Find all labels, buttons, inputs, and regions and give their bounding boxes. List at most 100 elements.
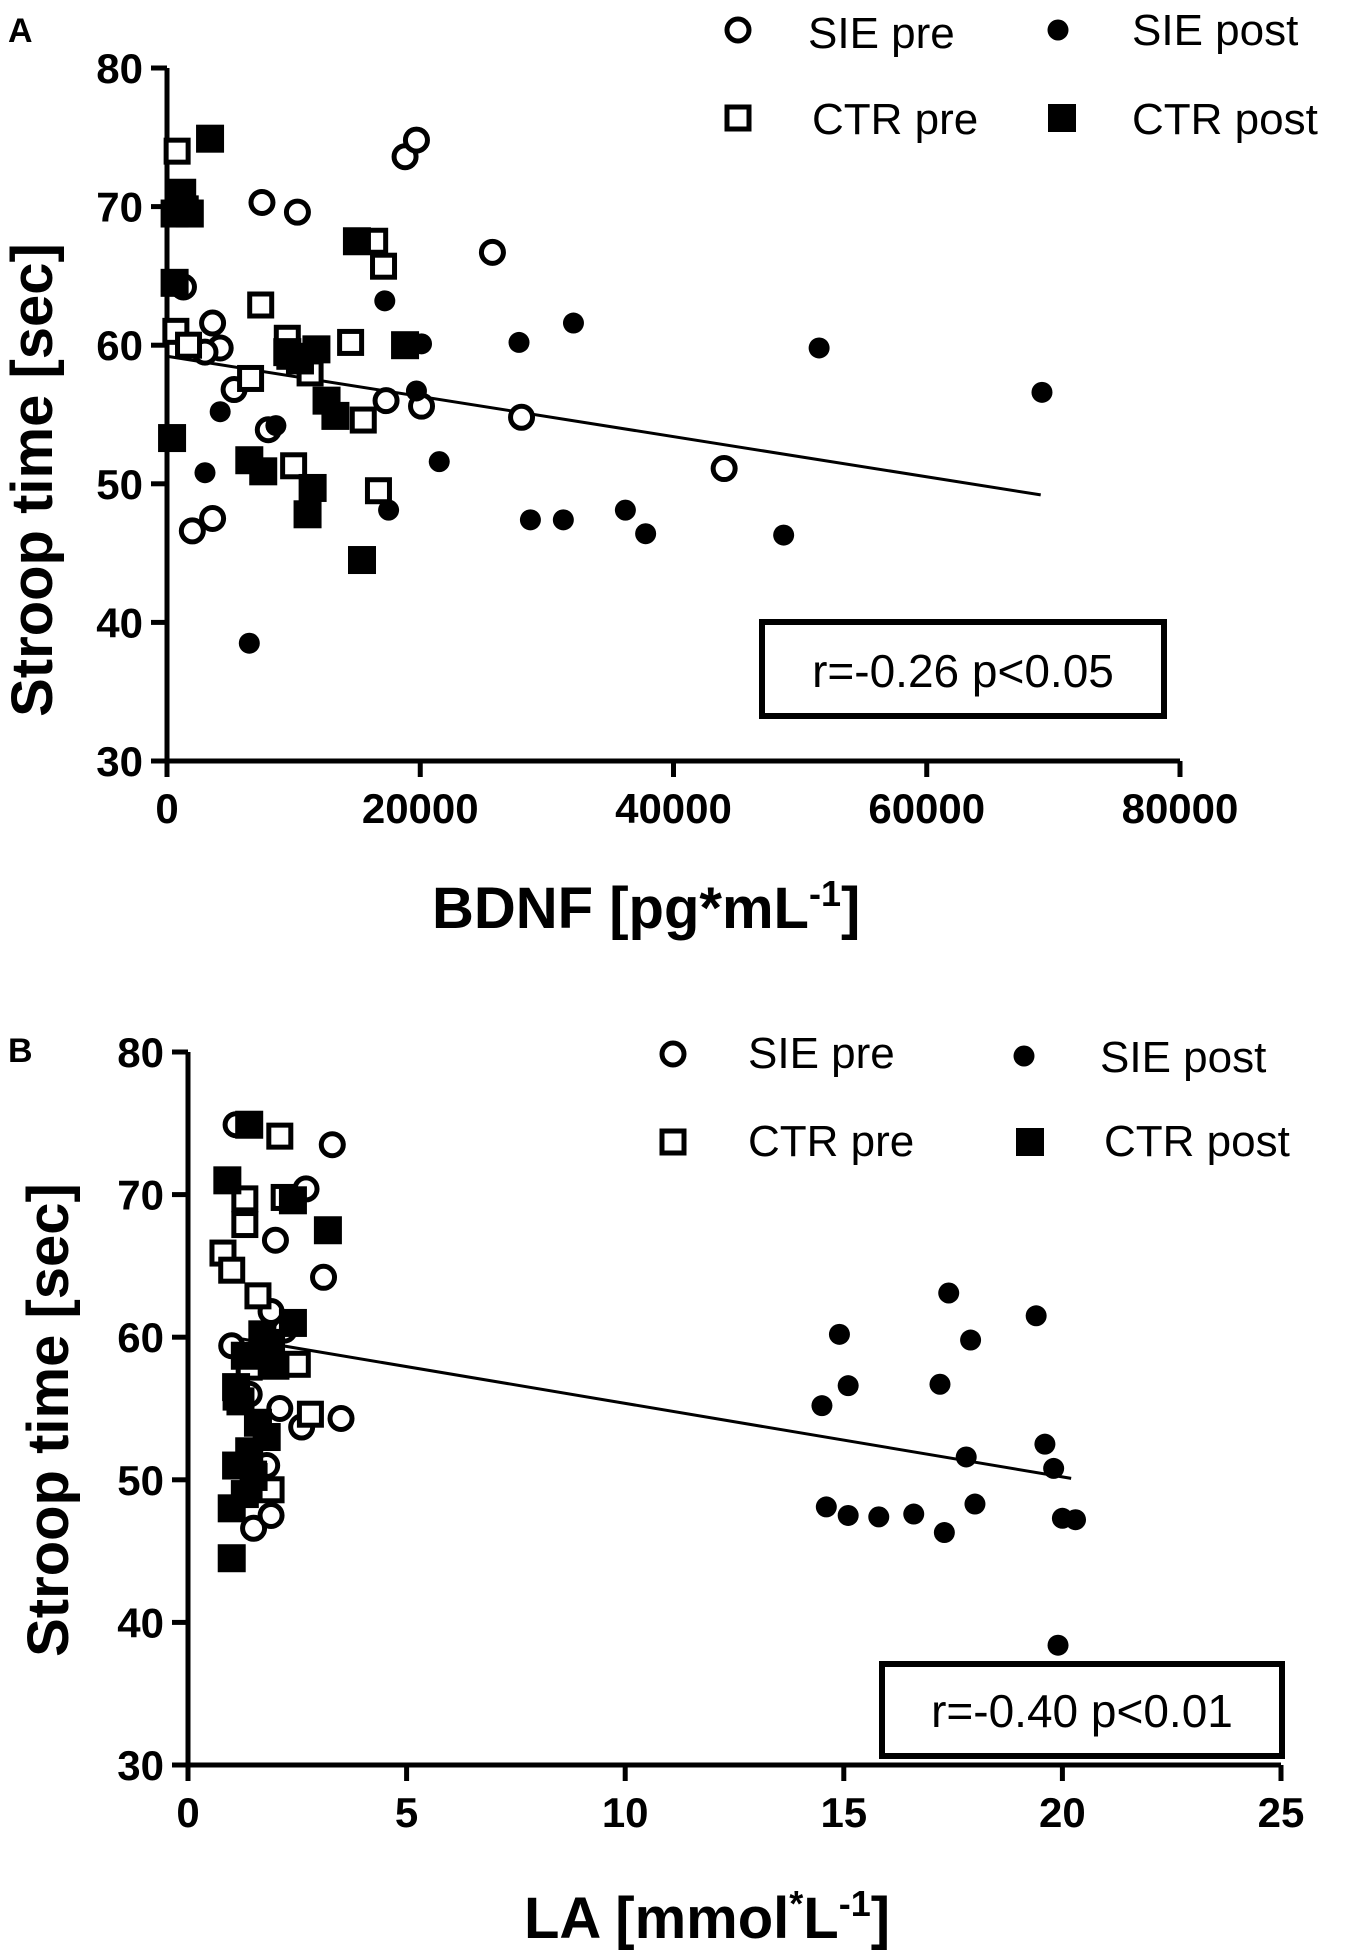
data-point-sie-post — [562, 312, 584, 334]
data-point-ctr-post — [252, 1423, 281, 1452]
x-axis-title-superscript: -1 — [809, 873, 841, 914]
x-tick-label: 0 — [155, 785, 178, 832]
data-point-ctr-pre — [266, 1122, 294, 1150]
data-point-sie-pre — [178, 517, 206, 545]
x-tick-label: 20000 — [362, 785, 479, 832]
data-point-sie-pre — [283, 198, 311, 226]
series-sie-post — [194, 290, 1053, 654]
x-tick-label: 80000 — [1122, 785, 1239, 832]
data-point-sie-post — [955, 1446, 977, 1468]
data-point-sie-pre — [508, 403, 536, 431]
stat-box-text: r=-0.26 p<0.05 — [812, 645, 1114, 697]
legend-entry-ctr-pre: CTR pre — [659, 1117, 914, 1166]
data-point-sie-post — [1031, 381, 1053, 403]
stat-box-frame — [759, 619, 1167, 719]
legend-label-sie-post: SIE post — [1132, 6, 1298, 55]
y-tick-label: 30 — [117, 1742, 164, 1789]
legend-marker-ctr-pre — [724, 104, 752, 132]
data-point-ctr-pre — [231, 1211, 259, 1239]
data-point-sie-pre — [257, 1501, 285, 1529]
data-point-sie-post — [209, 401, 231, 423]
data-point-sie-post — [811, 1395, 833, 1417]
series-sie-post — [811, 1282, 1087, 1656]
data-point-ctr-post — [230, 1480, 259, 1509]
y-tick-label: 80 — [117, 1029, 164, 1076]
legend-entry-sie-pre: SIE pre — [659, 1029, 895, 1078]
data-point-sie-pre — [199, 504, 227, 532]
panel-b-legend: SIE pre SIE post CTR pre CTR post — [659, 1029, 1290, 1166]
data-point-sie-pre — [248, 188, 276, 216]
panel-a: A SIE pre SIE post CTR pre CTR post 30 40… — [0, 6, 1318, 941]
y-tick-label: 40 — [117, 1599, 164, 1646]
data-point-ctr-post — [313, 1216, 342, 1245]
legend-marker-sie-pre — [659, 1040, 687, 1068]
data-point-sie-pre — [478, 238, 506, 266]
legend-entry-ctr-post: CTR post — [1048, 95, 1318, 144]
y-tick-label: 40 — [96, 599, 143, 646]
data-point-sie-post — [428, 451, 450, 473]
panel-b-label: B — [8, 1032, 33, 1070]
legend-marker-sie-pre — [724, 16, 752, 44]
data-point-sie-post — [614, 499, 636, 521]
data-point-ctr-pre — [283, 1350, 311, 1378]
panel-a-stat-box: r=-0.26 p<0.05 — [759, 619, 1167, 719]
x-tick-label: 60000 — [868, 785, 985, 832]
panel-b-axes: 30 40 50 60 70 80 0 5 10 15 20 25 — [117, 1029, 1304, 1836]
data-point-sie-post — [508, 331, 530, 353]
data-point-sie-pre — [372, 387, 400, 415]
y-tick-label: 50 — [96, 461, 143, 508]
x-tick-label: 10 — [602, 1789, 649, 1836]
legend-label-sie-pre: SIE pre — [748, 1029, 895, 1078]
data-point-sie-post — [964, 1493, 986, 1515]
data-point-ctr-pre — [247, 291, 275, 319]
legend-label-ctr-pre: CTR pre — [748, 1117, 914, 1166]
data-point-ctr-pre — [349, 406, 377, 434]
data-point-sie-post — [194, 462, 216, 484]
data-point-sie-pre — [261, 1226, 289, 1254]
stat-box-text: r=-0.40 p<0.01 — [931, 1685, 1233, 1737]
x-tick-label: 40000 — [615, 785, 732, 832]
data-point-sie-post — [815, 1496, 837, 1518]
legend-entry-sie-post: SIE post — [1013, 1033, 1266, 1082]
legend-entry-ctr-pre: CTR pre — [724, 95, 978, 144]
data-point-sie-pre — [310, 1263, 338, 1291]
data-point-sie-post — [1025, 1305, 1047, 1327]
panel-a-legend: SIE pre SIE post CTR pre CTR post — [724, 6, 1318, 144]
legend-marker-ctr-pre — [659, 1128, 687, 1156]
series-ctr-post — [213, 1110, 342, 1573]
data-point-ctr-pre — [218, 1256, 246, 1284]
data-point-sie-post — [238, 632, 260, 654]
legend-label-sie-post: SIE post — [1100, 1033, 1266, 1082]
data-point-ctr-pre — [296, 1400, 324, 1428]
x-axis-title: LA [mmol*L-1] — [524, 1883, 890, 1951]
data-point-ctr-post — [278, 1186, 307, 1215]
panel-a-label: A — [8, 12, 33, 50]
data-point-sie-post — [1065, 1509, 1087, 1531]
data-point-ctr-post — [249, 457, 278, 486]
y-axis-title: Stroop time [sec] — [0, 243, 65, 717]
data-point-sie-post — [933, 1522, 955, 1544]
data-point-sie-post — [773, 524, 795, 546]
data-point-sie-post — [552, 509, 574, 531]
data-point-ctr-pre — [364, 477, 392, 505]
legend-marker-ctr-post — [1016, 1128, 1044, 1156]
data-point-ctr-post — [348, 546, 377, 575]
y-tick-label: 50 — [117, 1457, 164, 1504]
data-point-ctr-post — [391, 331, 420, 360]
data-point-ctr-pre — [337, 328, 365, 356]
data-point-sie-pre — [199, 309, 227, 337]
data-point-sie-pre — [266, 1395, 294, 1422]
x-axis-title-superscript-2: -1 — [839, 1883, 871, 1924]
panel-b: B SIE pre SIE post CTR pre CTR post 30 40… — [8, 1029, 1304, 1951]
legend-label-sie-pre: SIE pre — [808, 9, 955, 58]
y-tick-label: 80 — [96, 45, 143, 92]
data-point-sie-post — [1034, 1433, 1056, 1455]
data-point-sie-pre — [240, 1514, 268, 1542]
data-point-ctr-pre — [280, 452, 308, 480]
legend-label-ctr-post: CTR post — [1104, 1117, 1290, 1166]
data-point-ctr-post — [321, 401, 350, 430]
data-point-sie-post — [837, 1375, 859, 1397]
data-point-sie-post — [374, 290, 396, 312]
data-point-ctr-post — [222, 1373, 251, 1402]
data-point-sie-post — [265, 415, 287, 437]
